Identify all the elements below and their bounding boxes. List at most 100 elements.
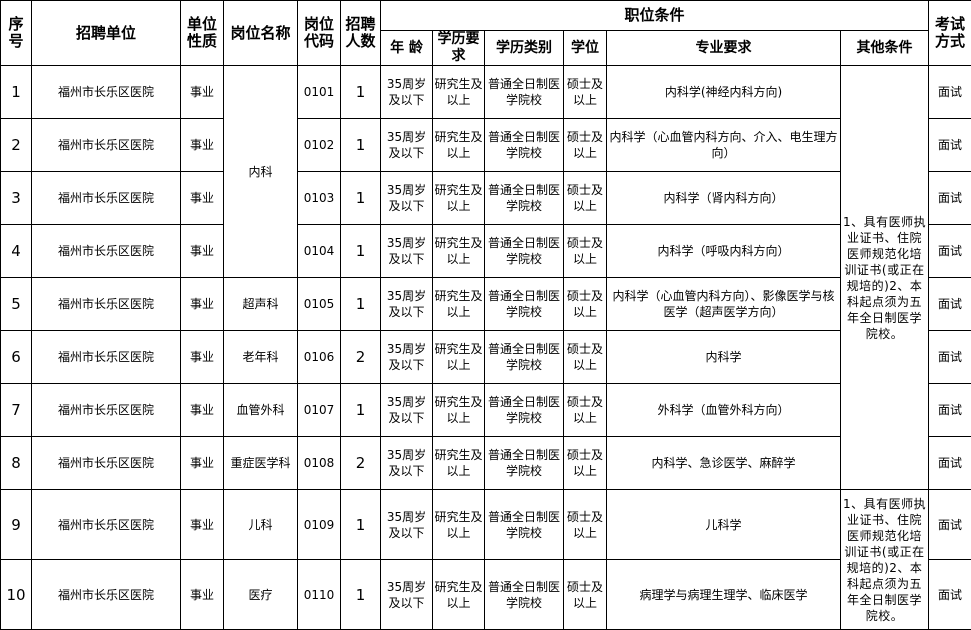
cell-count: 2	[341, 437, 381, 490]
cell-major: 外科学（血管外科方向）	[607, 384, 841, 437]
cell-unit: 福州市长乐区医院	[32, 331, 181, 384]
cell-age: 35周岁及以下	[381, 384, 433, 437]
header-edu-type: 学历类别	[485, 31, 564, 66]
cell-unit: 福州市长乐区医院	[32, 278, 181, 331]
cell-other-conditions: 1、具有医师执业证书、住院医师规范化培训证书(或正在规培的)2、本科起点须为五年…	[841, 490, 929, 630]
cell-exam: 面试	[929, 278, 971, 331]
cell-type: 普通全日制医学院校	[485, 384, 564, 437]
header-other: 其他条件	[841, 31, 929, 66]
cell-edu: 研究生及以上	[433, 66, 485, 119]
cell-nature: 事业	[181, 225, 224, 278]
cell-nature: 事业	[181, 66, 224, 119]
cell-type: 普通全日制医学院校	[485, 560, 564, 630]
cell-seq: 8	[1, 437, 32, 490]
cell-seq: 4	[1, 225, 32, 278]
cell-code: 0109	[298, 490, 341, 560]
cell-edu: 研究生及以上	[433, 278, 485, 331]
cell-code: 0103	[298, 172, 341, 225]
cell-degree: 硕士及以上	[564, 66, 607, 119]
cell-age: 35周岁及以下	[381, 66, 433, 119]
cell-seq: 9	[1, 490, 32, 560]
cell-exam: 面试	[929, 66, 971, 119]
cell-type: 普通全日制医学院校	[485, 278, 564, 331]
cell-major: 内科学（肾内科方向）	[607, 172, 841, 225]
cell-count: 2	[341, 331, 381, 384]
cell-exam: 面试	[929, 172, 971, 225]
cell-degree: 硕士及以上	[564, 225, 607, 278]
cell-age: 35周岁及以下	[381, 331, 433, 384]
cell-exam: 面试	[929, 331, 971, 384]
cell-nature: 事业	[181, 384, 224, 437]
cell-type: 普通全日制医学院校	[485, 331, 564, 384]
cell-unit: 福州市长乐区医院	[32, 172, 181, 225]
cell-seq: 7	[1, 384, 32, 437]
header-nature: 单位性质	[181, 1, 224, 66]
cell-exam: 面试	[929, 225, 971, 278]
header-edu-req: 学历要求	[433, 31, 485, 66]
header-degree: 学位	[564, 31, 607, 66]
cell-edu: 研究生及以上	[433, 119, 485, 172]
cell-age: 35周岁及以下	[381, 278, 433, 331]
cell-post-name: 超声科	[224, 278, 298, 331]
cell-seq: 6	[1, 331, 32, 384]
cell-nature: 事业	[181, 172, 224, 225]
cell-degree: 硕士及以上	[564, 331, 607, 384]
cell-degree: 硕士及以上	[564, 437, 607, 490]
cell-major: 儿科学	[607, 490, 841, 560]
cell-post-name: 内科	[224, 66, 298, 278]
cell-age: 35周岁及以下	[381, 119, 433, 172]
cell-code: 0105	[298, 278, 341, 331]
cell-code: 0110	[298, 560, 341, 630]
cell-major: 病理学与病理生理学、临床医学	[607, 560, 841, 630]
cell-count: 1	[341, 225, 381, 278]
header-seq: 序号	[1, 1, 32, 66]
cell-age: 35周岁及以下	[381, 172, 433, 225]
cell-code: 0102	[298, 119, 341, 172]
cell-degree: 硕士及以上	[564, 119, 607, 172]
cell-post-name: 儿科	[224, 490, 298, 560]
cell-code: 0101	[298, 66, 341, 119]
cell-edu: 研究生及以上	[433, 560, 485, 630]
cell-type: 普通全日制医学院校	[485, 119, 564, 172]
cell-type: 普通全日制医学院校	[485, 172, 564, 225]
cell-nature: 事业	[181, 331, 224, 384]
cell-unit: 福州市长乐区医院	[32, 119, 181, 172]
cell-code: 0104	[298, 225, 341, 278]
cell-age: 35周岁及以下	[381, 490, 433, 560]
cell-count: 1	[341, 490, 381, 560]
cell-seq: 1	[1, 66, 32, 119]
cell-seq: 3	[1, 172, 32, 225]
cell-code: 0106	[298, 331, 341, 384]
header-age: 年 龄	[381, 31, 433, 66]
cell-exam: 面试	[929, 437, 971, 490]
cell-exam: 面试	[929, 490, 971, 560]
cell-edu: 研究生及以上	[433, 225, 485, 278]
cell-exam: 面试	[929, 119, 971, 172]
cell-degree: 硕士及以上	[564, 172, 607, 225]
cell-major: 内科学（心血管内科方向、介入、电生理方向）	[607, 119, 841, 172]
cell-post-name: 重症医学科	[224, 437, 298, 490]
cell-nature: 事业	[181, 560, 224, 630]
cell-type: 普通全日制医学院校	[485, 225, 564, 278]
header-conditions: 职位条件	[381, 1, 929, 31]
cell-post-name: 老年科	[224, 331, 298, 384]
cell-degree: 硕士及以上	[564, 278, 607, 331]
cell-unit: 福州市长乐区医院	[32, 490, 181, 560]
cell-unit: 福州市长乐区医院	[32, 66, 181, 119]
cell-unit: 福州市长乐区医院	[32, 437, 181, 490]
cell-seq: 5	[1, 278, 32, 331]
cell-edu: 研究生及以上	[433, 172, 485, 225]
cell-exam: 面试	[929, 384, 971, 437]
cell-count: 1	[341, 119, 381, 172]
header-major: 专业要求	[607, 31, 841, 66]
cell-code: 0108	[298, 437, 341, 490]
cell-type: 普通全日制医学院校	[485, 490, 564, 560]
cell-major: 内科学	[607, 331, 841, 384]
cell-nature: 事业	[181, 278, 224, 331]
